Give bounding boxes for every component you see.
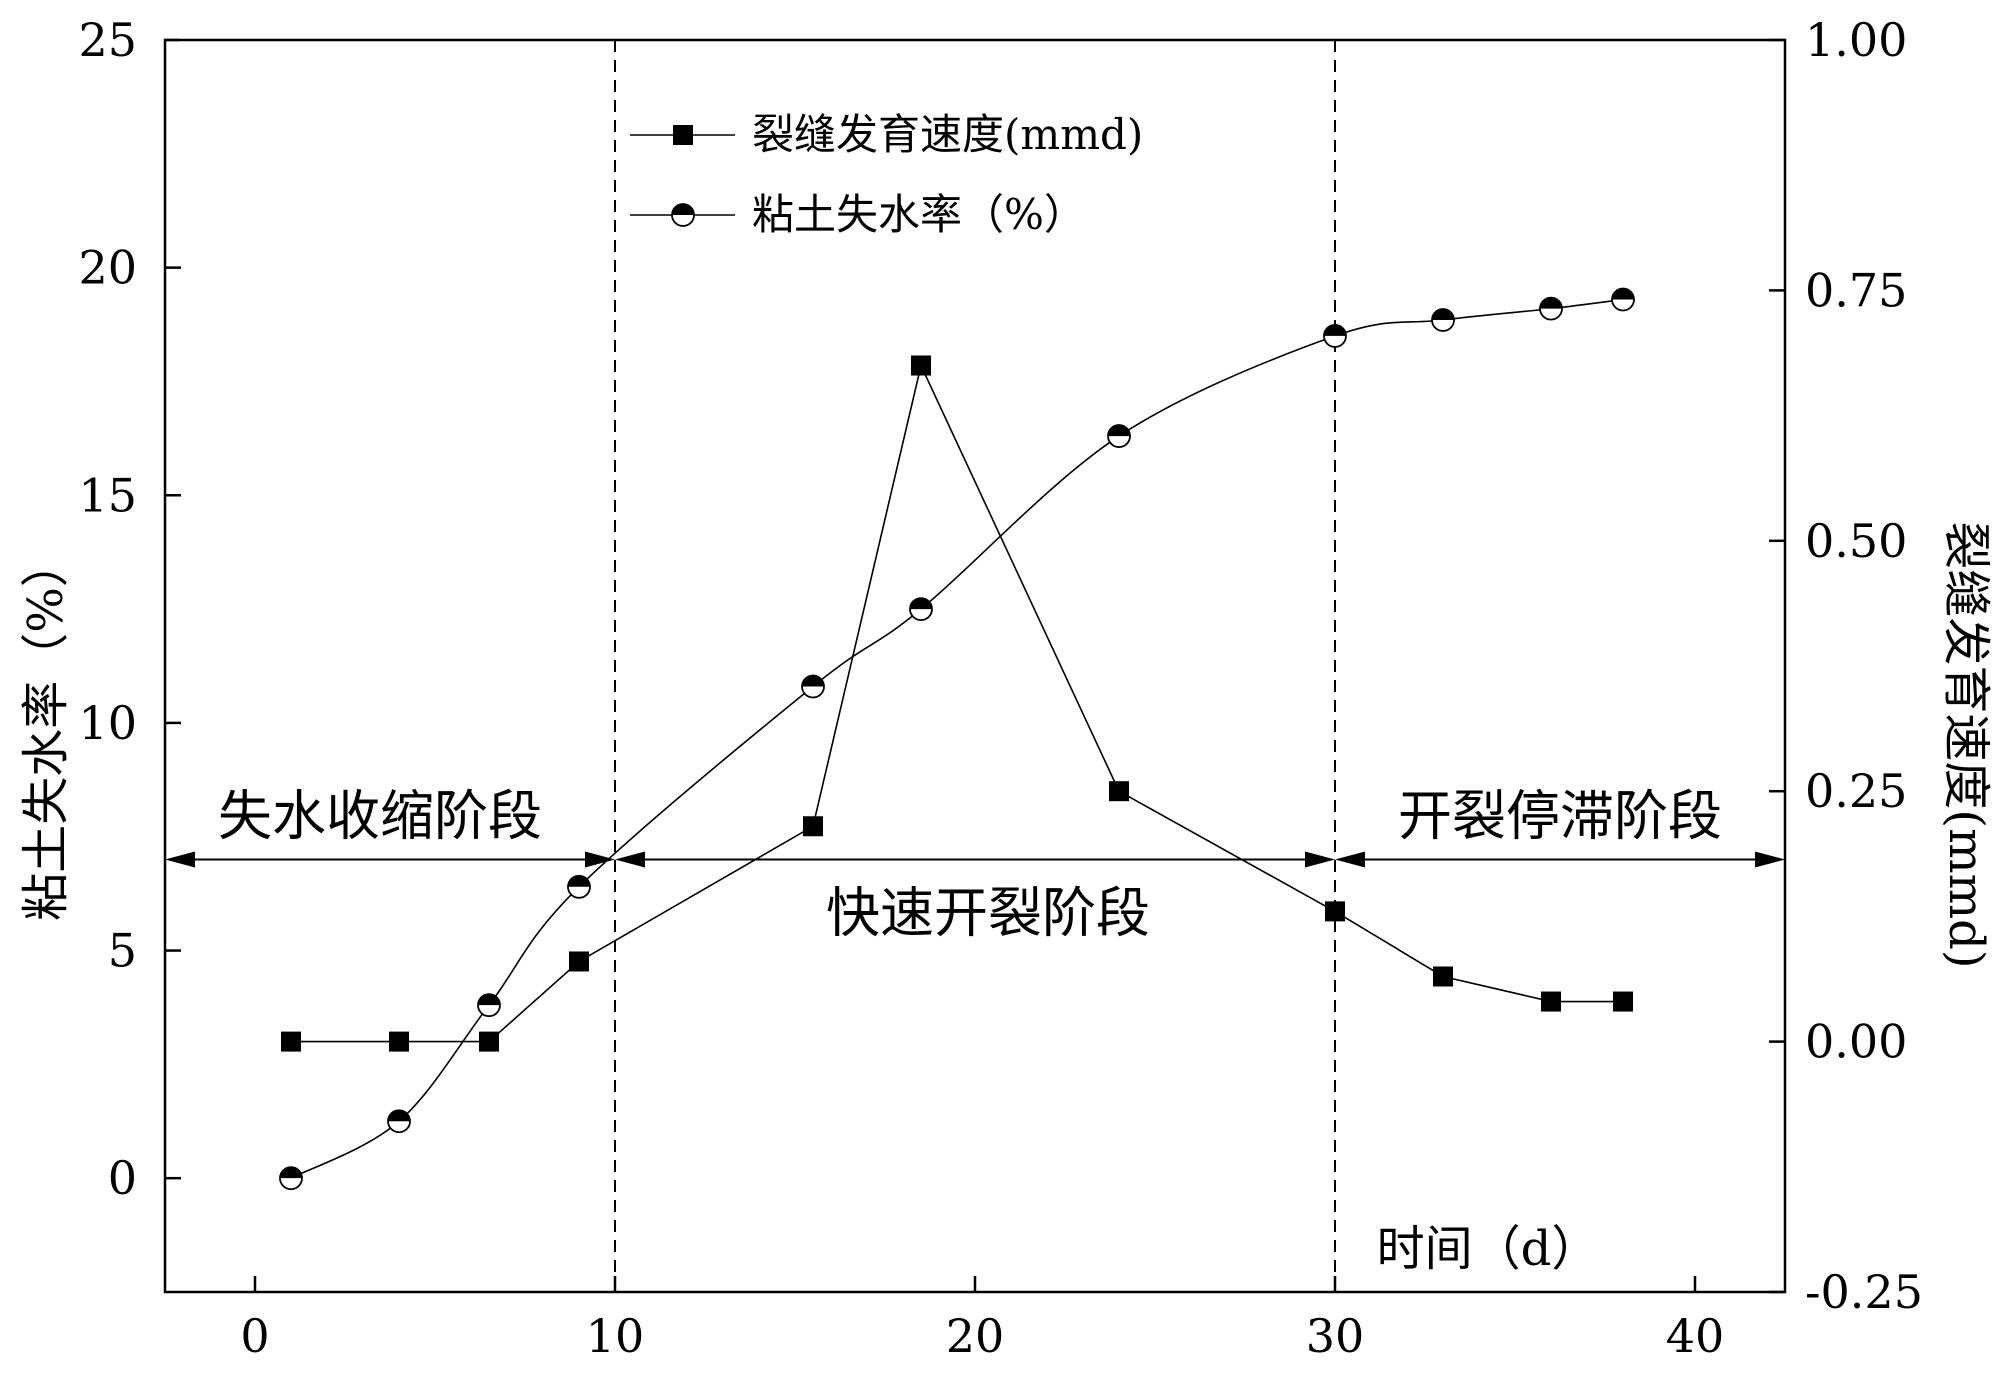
stage-label-2: 快速开裂阶段 — [826, 881, 1150, 944]
marker-fill-half — [1108, 425, 1130, 437]
stage-arrow-2 — [615, 851, 1335, 868]
data-point-crack-speed — [1433, 966, 1453, 987]
y-right-tick-label: -0.25 — [1805, 1265, 1923, 1319]
stage-label-1: 失水收缩阶段 — [218, 784, 542, 847]
legend-marker-water-loss — [671, 203, 695, 227]
marker-fill-half — [1540, 297, 1562, 309]
y-right-axis-title: 裂缝发育速度(mmd) — [1938, 521, 1994, 968]
data-point-crack-speed — [479, 1031, 499, 1052]
data-point-water-loss — [387, 1109, 411, 1134]
marker-fill-half — [910, 598, 932, 610]
stage-arrow-1 — [165, 851, 615, 868]
marker-fill-half — [1432, 308, 1454, 320]
x-tick-label: 0 — [240, 1309, 269, 1363]
x-tick-label: 20 — [946, 1309, 1005, 1363]
data-point-crack-speed — [1325, 901, 1345, 922]
stage-arrow-3 — [1335, 851, 1785, 868]
marker-fill-half — [388, 1110, 410, 1122]
marker-fill-half — [280, 1167, 302, 1179]
data-point-water-loss — [1107, 424, 1131, 448]
y-left-tick-label: 25 — [78, 13, 137, 67]
stage-label-3: 开裂停滞阶段 — [1398, 784, 1722, 847]
data-point-water-loss — [801, 674, 825, 699]
marker-fill-half — [1612, 288, 1634, 300]
x-tick-label: 30 — [1306, 1309, 1365, 1363]
legend: 裂缝发育速度(mmd) 粘土失水率（%） — [630, 110, 1143, 239]
marker-fill-half — [672, 204, 694, 215]
data-point-water-loss — [1431, 308, 1455, 332]
data-point-crack-speed — [569, 951, 589, 972]
axis-ticks: 0 10 20 30 40 0 5 10 15 20 25 -0.25 0.00 0.25 0.50 0.75… — [78, 13, 1923, 1363]
data-point-crack-speed — [389, 1031, 409, 1052]
data-point-crack-speed — [1109, 781, 1129, 802]
data-point-water-loss — [1323, 324, 1347, 348]
data-point-water-loss — [1611, 287, 1635, 312]
y-right-tick-label: 0.75 — [1805, 263, 1907, 317]
data-point-crack-speed — [281, 1031, 301, 1052]
data-point-crack-speed — [911, 355, 931, 376]
y-left-tick-label: 5 — [108, 924, 137, 978]
y-left-tick-label: 10 — [78, 696, 137, 750]
data-point-crack-speed — [1613, 991, 1633, 1012]
arrow-head-left — [1335, 851, 1365, 868]
stage-arrows — [165, 851, 1785, 868]
x-tick-label: 10 — [586, 1309, 645, 1363]
arrow-head-right — [1755, 851, 1785, 868]
data-point-water-loss — [1539, 296, 1563, 321]
y-right-tick-label: 1.00 — [1805, 13, 1907, 67]
y-left-tick-label: 15 — [78, 468, 137, 522]
y-left-axis-title: 粘土失水率（%） — [18, 539, 74, 921]
arrow-head-left — [615, 851, 645, 868]
data-point-water-loss — [477, 993, 501, 1018]
data-point-crack-speed — [803, 816, 823, 837]
x-axis-title: 时间（d） — [1377, 1221, 1600, 1277]
marker-fill-half — [568, 875, 590, 887]
series-group — [279, 287, 1635, 1191]
data-point-water-loss — [567, 874, 591, 899]
arrow-head-left — [165, 851, 195, 868]
legend-label-water-loss: 粘土失水率（%） — [752, 190, 1086, 239]
data-point-water-loss — [909, 597, 933, 621]
legend-label-crack-speed: 裂缝发育速度(mmd) — [752, 110, 1143, 159]
marker-fill-half — [1324, 324, 1346, 336]
y-left-tick-label: 0 — [108, 1151, 137, 1205]
marker-fill-half — [802, 675, 824, 687]
x-tick-label: 40 — [1666, 1309, 1725, 1363]
data-point-crack-speed — [1541, 991, 1561, 1012]
stage-dividers — [614, 40, 1336, 1292]
y-left-tick-label: 20 — [78, 241, 137, 295]
y-right-tick-label: 0.25 — [1805, 764, 1907, 818]
arrow-head-right — [1305, 851, 1335, 868]
arrow-head-right — [585, 851, 615, 868]
y-right-tick-label: 0.50 — [1805, 514, 1907, 568]
marker-fill-half — [478, 994, 500, 1006]
data-point-water-loss — [279, 1166, 303, 1191]
y-right-tick-label: 0.00 — [1805, 1015, 1907, 1069]
legend-marker-crack-speed — [673, 125, 693, 145]
